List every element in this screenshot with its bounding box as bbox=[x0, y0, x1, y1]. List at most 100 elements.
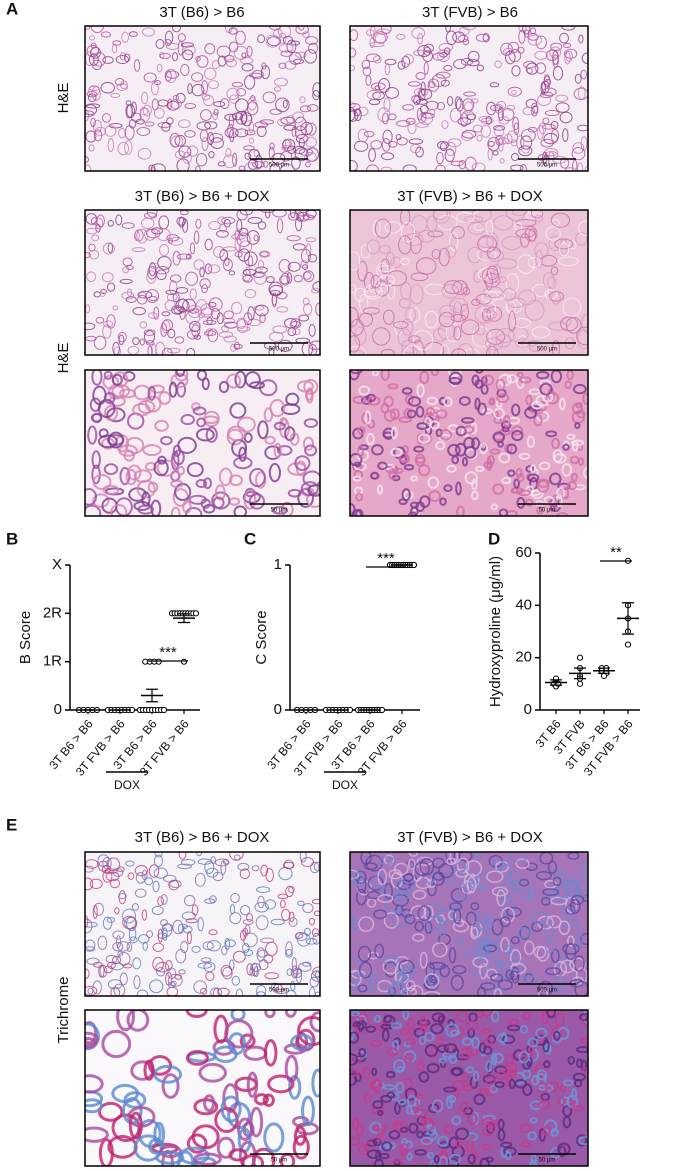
tissue bbox=[85, 865, 94, 873]
tissue bbox=[437, 323, 456, 340]
tissue bbox=[450, 974, 464, 991]
tissue bbox=[426, 1062, 440, 1074]
tissue bbox=[452, 1079, 465, 1091]
tissue bbox=[214, 484, 226, 501]
tissue bbox=[246, 230, 260, 245]
y-tick-label: 2R bbox=[43, 604, 62, 621]
tissue bbox=[409, 284, 424, 305]
tissue bbox=[211, 491, 231, 510]
tissue bbox=[255, 991, 266, 996]
tissue bbox=[243, 432, 253, 444]
tissue bbox=[403, 454, 411, 463]
tissue bbox=[404, 1087, 418, 1101]
tissue bbox=[246, 45, 253, 58]
tissue bbox=[582, 392, 588, 405]
tissue bbox=[202, 319, 217, 326]
tissue bbox=[248, 467, 266, 488]
tissue bbox=[203, 1094, 216, 1113]
tissue bbox=[503, 414, 511, 429]
tissue bbox=[552, 66, 564, 81]
tissue bbox=[513, 478, 520, 489]
tissue bbox=[400, 221, 416, 243]
tissue bbox=[496, 258, 518, 269]
tissue bbox=[182, 500, 192, 514]
tissue bbox=[142, 941, 148, 951]
tissue bbox=[383, 463, 395, 471]
tissue bbox=[88, 35, 95, 41]
tissue bbox=[303, 418, 319, 428]
tissue bbox=[439, 497, 447, 506]
tissue bbox=[509, 871, 521, 887]
tissue bbox=[487, 136, 500, 152]
tissue bbox=[239, 1033, 256, 1049]
scale-bar-label: 500 μm bbox=[269, 347, 289, 353]
tissue bbox=[408, 852, 418, 857]
tissue bbox=[208, 297, 223, 312]
tissue bbox=[178, 145, 192, 158]
tissue bbox=[491, 918, 504, 936]
tissue bbox=[486, 328, 506, 345]
tissue bbox=[350, 1030, 355, 1041]
tissue bbox=[223, 310, 234, 320]
tissue bbox=[111, 1113, 141, 1143]
tissue bbox=[578, 220, 588, 236]
tissue bbox=[167, 981, 176, 989]
tissue bbox=[180, 940, 189, 954]
tissue bbox=[544, 289, 558, 300]
tissue bbox=[180, 63, 190, 76]
tissue bbox=[92, 980, 103, 995]
tissue bbox=[204, 263, 213, 275]
tissue bbox=[520, 232, 530, 248]
tissue bbox=[290, 40, 301, 46]
tissue bbox=[244, 129, 256, 136]
tissue bbox=[305, 136, 317, 148]
tissue bbox=[85, 130, 97, 143]
tissue bbox=[476, 64, 484, 72]
tissue bbox=[116, 83, 129, 91]
tissue bbox=[118, 893, 127, 900]
tissue bbox=[527, 1131, 537, 1141]
tissue bbox=[455, 868, 469, 878]
tissue bbox=[204, 121, 218, 130]
tissue bbox=[476, 134, 483, 142]
tissue bbox=[97, 1101, 124, 1122]
tissue bbox=[350, 1015, 362, 1029]
tissue bbox=[372, 220, 381, 236]
scale-bar-label: 50 μm bbox=[271, 1158, 288, 1164]
tissue bbox=[571, 403, 583, 415]
tissue bbox=[184, 102, 197, 109]
tissue bbox=[382, 129, 393, 144]
tissue bbox=[300, 259, 308, 269]
tissue bbox=[443, 396, 453, 408]
tissue bbox=[195, 165, 201, 171]
tissue bbox=[563, 42, 572, 48]
tissue bbox=[427, 230, 444, 238]
tissue bbox=[160, 919, 169, 927]
tissue bbox=[550, 212, 571, 228]
tissue bbox=[210, 855, 216, 865]
tissue bbox=[178, 852, 187, 860]
tissue bbox=[139, 321, 148, 329]
tissue bbox=[396, 137, 408, 146]
tissue bbox=[365, 1025, 377, 1034]
tissue bbox=[241, 112, 253, 127]
tissue bbox=[498, 508, 509, 516]
tissue bbox=[216, 312, 224, 325]
tissue bbox=[456, 211, 475, 223]
tissue bbox=[305, 938, 318, 945]
tissue bbox=[94, 217, 104, 230]
tissue bbox=[251, 69, 264, 80]
tissue bbox=[483, 1037, 494, 1046]
tissue bbox=[458, 852, 473, 862]
panel-label: C bbox=[244, 529, 256, 548]
tissue bbox=[220, 965, 233, 977]
tissue bbox=[286, 39, 297, 54]
tissue bbox=[104, 868, 118, 874]
tissue bbox=[510, 139, 518, 147]
tissue bbox=[432, 857, 445, 869]
tissue bbox=[172, 52, 179, 62]
tissue bbox=[302, 271, 312, 280]
tissue bbox=[467, 1153, 476, 1165]
tissue bbox=[482, 286, 504, 299]
tissue bbox=[352, 1117, 360, 1130]
